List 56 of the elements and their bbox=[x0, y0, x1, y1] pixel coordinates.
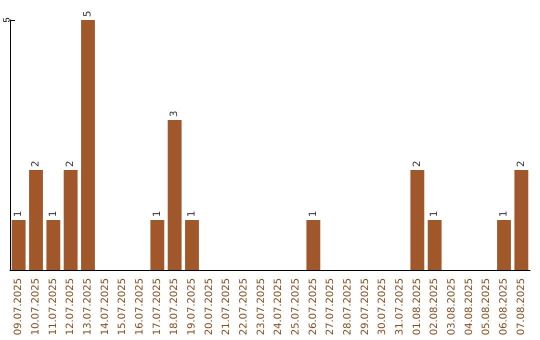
data-label: 1 bbox=[13, 210, 24, 217]
bar bbox=[81, 20, 95, 270]
x-tick-label: 05.08.2025 bbox=[481, 278, 492, 336]
bar bbox=[168, 120, 182, 270]
x-tick-label: 16.07.2025 bbox=[134, 278, 146, 336]
x-tick-label: 13.07.2025 bbox=[82, 278, 94, 336]
data-label: 2 bbox=[30, 160, 42, 167]
data-label: 1 bbox=[186, 210, 198, 217]
x-tick-label: 10.07.2025 bbox=[30, 278, 42, 336]
x-tick-label: 06.08.2025 bbox=[498, 278, 510, 336]
bar bbox=[64, 170, 78, 270]
x-tick-label: 22.07.2025 bbox=[238, 278, 250, 336]
data-label: 1 bbox=[429, 210, 440, 217]
data-label: 1 bbox=[152, 210, 163, 217]
x-tick-label: 01.08.2025 bbox=[412, 278, 423, 336]
bar bbox=[12, 220, 26, 270]
data-label: 1 bbox=[48, 210, 59, 217]
x-tick-label: 30.07.2025 bbox=[377, 278, 388, 336]
x-tick-label: 29.07.2025 bbox=[360, 278, 371, 336]
x-tick-label: 04.08.2025 bbox=[464, 278, 475, 336]
data-label: 2 bbox=[412, 160, 423, 167]
x-tick-label: 19.07.2025 bbox=[186, 278, 198, 336]
bar bbox=[514, 170, 528, 270]
x-tick-label: 07.08.2025 bbox=[516, 278, 527, 336]
data-label: 1 bbox=[498, 210, 510, 217]
x-tick-label: 17.07.2025 bbox=[152, 278, 163, 336]
x-tick-label: 25.07.2025 bbox=[290, 278, 302, 336]
x-tick-label: 14.07.2025 bbox=[100, 278, 111, 336]
x-tick-label: 12.07.2025 bbox=[65, 278, 76, 336]
x-tick-label: 28.07.2025 bbox=[342, 278, 354, 336]
x-tick-label: 02.08.2025 bbox=[429, 278, 440, 336]
data-label: 5 bbox=[82, 10, 94, 17]
x-tick-label: 09.07.2025 bbox=[13, 278, 24, 336]
bar bbox=[29, 170, 43, 270]
x-tick-label: 21.07.2025 bbox=[221, 278, 232, 336]
x-tick-label: 20.07.2025 bbox=[204, 278, 215, 336]
data-label: 2 bbox=[65, 160, 76, 167]
x-tick-label: 23.07.2025 bbox=[256, 278, 267, 336]
x-tick-label: 26.07.2025 bbox=[308, 278, 319, 336]
data-label: 2 bbox=[516, 160, 527, 167]
x-tick-label: 31.07.2025 bbox=[394, 278, 406, 336]
bar bbox=[306, 220, 320, 270]
x-tick-label: 24.07.2025 bbox=[273, 278, 284, 336]
bar bbox=[428, 220, 442, 270]
bar bbox=[410, 170, 424, 270]
x-tick-label: 15.07.2025 bbox=[117, 278, 128, 336]
bar bbox=[185, 220, 199, 270]
x-tick-label: 03.08.2025 bbox=[446, 278, 458, 336]
x-tick-label: 27.07.2025 bbox=[325, 278, 336, 336]
data-label: 3 bbox=[169, 110, 180, 117]
bar bbox=[150, 220, 164, 270]
bar bbox=[46, 220, 60, 270]
x-tick-label: 18.07.2025 bbox=[169, 278, 180, 336]
x-tick-label: 11.07.2025 bbox=[48, 278, 59, 336]
bar bbox=[497, 220, 511, 270]
data-label: 1 bbox=[308, 210, 319, 217]
